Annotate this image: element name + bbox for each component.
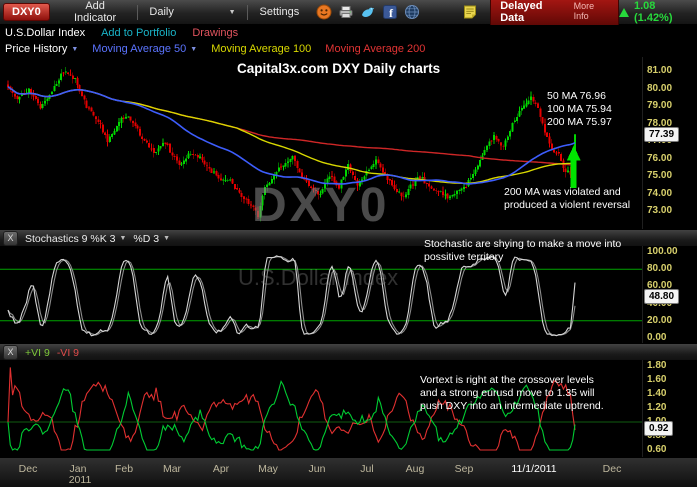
timeframe-value: Daily [149,6,174,18]
axis-tick-label: 1.20 [647,402,667,413]
stochastics-d-label: %D 3 [133,232,160,245]
price-axis[interactable]: 77.39 81.0080.0079.0078.0077.0076.0075.0… [642,57,697,229]
delayed-data-label: Delayed Data [500,0,543,24]
toolbar-divider [137,4,139,20]
axis-tick-label: 20.00 [647,314,673,326]
axis-tick-label: 79.00 [647,100,673,112]
axis-tick-label: 81.00 [647,65,673,77]
symbol-full-name: U.S.Dollar Index [5,27,86,39]
price-history-dropdown[interactable]: Price History ▼ [5,43,78,55]
axis-tick-label: 1.40 [647,388,667,399]
axis-tick-label: 75.00 [647,170,673,182]
axis-tick-label: 80.00 [647,263,673,275]
time-axis-label: 2011 [68,474,92,486]
stochastics-k-label: Stochastics 9 %K 3 [25,232,116,245]
vortex-axis[interactable]: 0.92 1.801.601.401.201.000.800.60 [642,360,697,457]
facebook-icon[interactable]: f [382,4,398,20]
axis-tick-label: 60.00 [647,280,673,292]
more-info-link[interactable]: More Info [573,1,595,21]
axis-tick-label: 80.00 [647,82,673,94]
time-axis-label: Dec [602,463,622,475]
toolbar: DXY0 Add Indicator Daily ▼ Settings f [0,0,697,27]
ma200-dropdown[interactable]: Moving Average 200 [325,43,425,55]
time-axis[interactable]: Dec Jan 2011 Feb Mar Apr May Jun Jul Aug Sep 11/1/2… [0,457,697,487]
axis-tick-label: 1.60 [647,374,667,385]
axis-tick-label: 1.80 [647,360,667,371]
stochastics-plot[interactable] [0,246,642,343]
ma50-dropdown[interactable]: Moving Average 50 ▼ [92,43,197,55]
smiley-icon[interactable] [316,4,332,20]
vortex-minus-dropdown[interactable]: -VI 9 [57,347,79,359]
chevron-down-icon: ▼ [71,45,79,53]
timeframe-dropdown[interactable]: Daily ▼ [141,4,243,20]
time-axis-label: Feb [114,463,134,475]
globe-icon[interactable] [404,4,420,20]
svg-text:f: f [389,6,394,20]
time-axis-label: Mar [162,463,182,475]
vortex-minus-label: -VI 9 [56,346,79,359]
stochastics-panel-header: X Stochastics 9 %K 3 ▼ %D 3 ▼ [0,229,697,248]
printer-icon[interactable] [338,4,354,20]
price-history-label: Price History [5,43,68,55]
vortex-plus-label: +VI 9 [25,346,50,359]
vortex-plot[interactable] [0,360,642,457]
last-price-badge: 77.39 [644,127,680,143]
delayed-data-badge[interactable]: Delayed Data More Info [490,0,619,27]
up-arrow-icon [618,7,629,17]
add-indicator-button[interactable]: Add Indicator [56,0,135,26]
drawings-link[interactable]: Drawings [192,27,239,39]
settings-button[interactable]: Settings [250,4,308,20]
axis-tick-label: 100.00 [647,246,678,257]
stochastics-d-dropdown[interactable]: %D 3 ▼ [133,233,170,245]
chevron-down-icon: ▼ [119,235,127,242]
time-axis-label: May [258,463,278,475]
vortex-plus-dropdown[interactable]: +VI 9 [25,347,50,359]
axis-tick-label: 76.00 [647,152,673,164]
toolbar-icons: f [316,4,478,20]
stochastics-k-dropdown[interactable]: Stochastics 9 %K 3 ▼ [25,233,126,245]
price-change-value: 1.08 (1.42%) [633,0,673,24]
axis-tick-label: 73.00 [647,205,673,217]
close-vortex-button[interactable]: X [3,345,18,360]
symbol-bar: U.S.Dollar Index Add to Portfolio Drawin… [0,25,697,41]
ma50-label: Moving Average 50 [92,43,187,55]
ma100-label: Moving Average 100 [211,43,312,55]
candlestick-plot[interactable] [0,57,642,229]
twitter-icon[interactable] [360,4,376,20]
time-axis-label: Jan [69,463,87,475]
add-to-portfolio-link[interactable]: Add to Portfolio [101,27,177,39]
indicator-legend-bar: Price History ▼ Moving Average 50 ▼ Movi… [0,41,697,57]
axis-tick-label: 74.00 [647,187,673,199]
time-axis-label: Sep [454,463,474,475]
axis-tick-label: 78.00 [647,117,673,129]
ma100-dropdown[interactable]: Moving Average 100 [211,43,311,55]
time-axis-label: Dec [18,463,38,475]
reversal-up-arrow [566,145,581,188]
time-axis-label: Jun [308,463,326,475]
chevron-down-icon: ▼ [228,8,236,16]
chevron-down-icon: ▼ [163,235,171,242]
stochastics-value-badge: 48.80 [644,289,680,305]
time-axis-label: Aug [405,463,425,475]
close-stochastics-button[interactable]: X [3,231,18,246]
time-axis-label: Apr [212,463,230,475]
vortex-value-badge: 0.92 [644,420,674,436]
symbol-badge[interactable]: DXY0 [3,3,50,21]
time-axis-label: Jul [360,463,374,475]
axis-tick-label: 0.00 [647,332,667,343]
price-change-quote: 1.08 (1.42%) [618,0,692,24]
axis-tick-label: 0.60 [647,444,667,455]
chevron-down-icon: ▼ [190,45,198,53]
notes-icon[interactable] [462,4,478,20]
current-date-label: 11/1/2011 [511,463,557,475]
toolbar-divider [246,4,248,20]
ma200-label: Moving Average 200 [325,43,426,55]
